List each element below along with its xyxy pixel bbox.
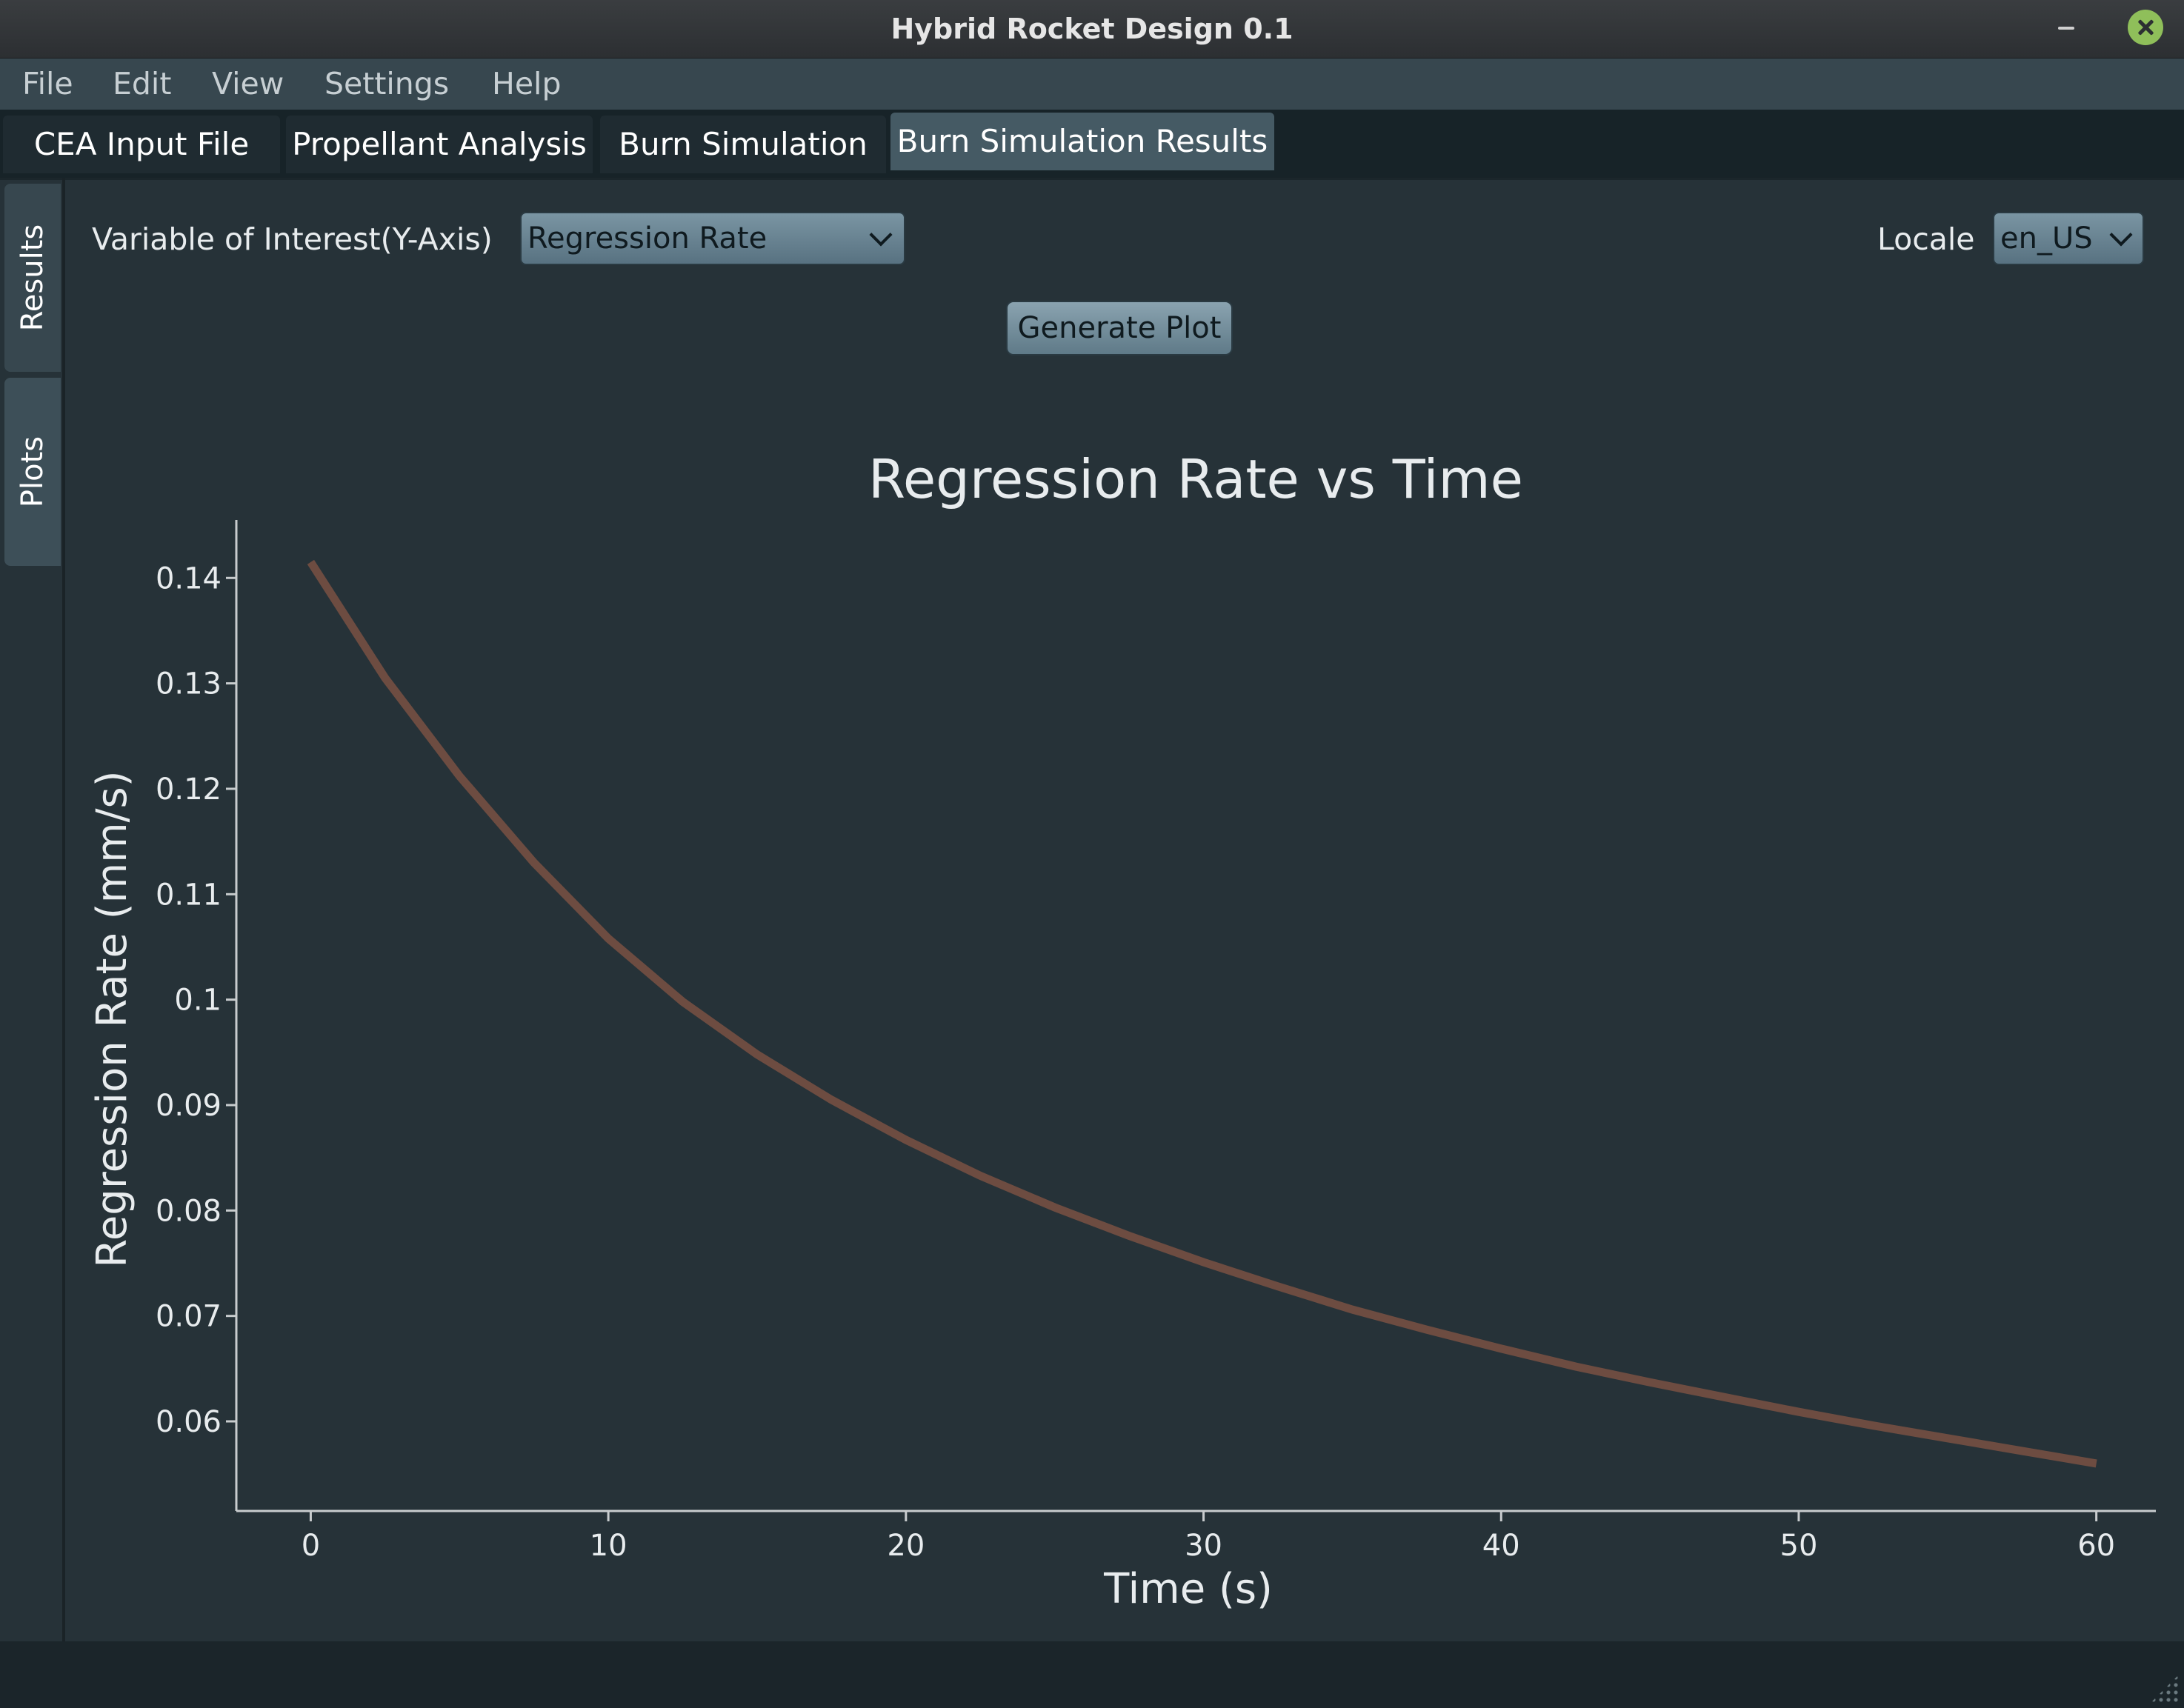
y-tick-label: 0.11 <box>156 878 222 912</box>
y-tick-label: 0.13 <box>156 667 222 701</box>
generate-plot-button[interactable]: Generate Plot <box>1006 301 1233 356</box>
window-title: Hybrid Rocket Design 0.1 <box>890 13 1294 45</box>
variable-of-interest-label: Variable of Interest(Y-Axis) <box>92 221 493 257</box>
x-tick-label: 10 <box>590 1529 627 1563</box>
x-tick-label: 60 <box>2077 1529 2115 1563</box>
regression-rate-series-line <box>307 559 2097 1468</box>
y-axis-ticks: 0.06 0.07 0.08 0.09 0.1 0.11 0.12 0.13 0.14 <box>156 561 236 1439</box>
y-tick-label: 0.14 <box>156 561 222 596</box>
menu-bar: File Edit View Settings Help <box>0 59 2184 110</box>
x-tick-label: 30 <box>1185 1529 1222 1563</box>
regression-rate-chart: Regression Rate vs Time 0 10 20 30 40 50 60 0.… <box>88 448 2156 1613</box>
tab-burn-simulation[interactable]: Burn Simulation <box>600 116 886 173</box>
side-tab-divider <box>62 178 65 1641</box>
y-tick-label: 0.06 <box>156 1405 222 1439</box>
results-panel <box>0 178 2184 1644</box>
close-icon[interactable] <box>2128 10 2163 45</box>
x-tick-label: 20 <box>887 1529 925 1563</box>
side-tab-results[interactable]: Results <box>4 184 61 372</box>
tab-bar: CEA Input File Propellant Analysis Burn … <box>0 110 2184 178</box>
x-axis-ticks: 0 10 20 30 40 50 60 <box>302 1511 2115 1563</box>
resize-grip-icon[interactable] <box>2150 1674 2180 1704</box>
x-tick-label: 50 <box>1780 1529 1818 1563</box>
minimize-icon[interactable] <box>2051 13 2083 43</box>
y-tick-label: 0.1 <box>174 984 222 1018</box>
locale-select[interactable]: en_US <box>1993 212 2144 265</box>
y-tick-label: 0.07 <box>156 1300 222 1334</box>
x-axis-label: Time (s) <box>1103 1565 1273 1613</box>
x-tick-label: 0 <box>302 1529 320 1563</box>
menu-settings[interactable]: Settings <box>324 66 450 101</box>
menu-file[interactable]: File <box>22 66 73 101</box>
status-bar <box>0 1641 2184 1708</box>
tab-propellant-analysis[interactable]: Propellant Analysis <box>286 116 593 173</box>
x-tick-label: 40 <box>1482 1529 1520 1563</box>
menu-view[interactable]: View <box>212 66 284 101</box>
locale-label: Locale <box>1877 221 1975 257</box>
title-bar: Hybrid Rocket Design 0.1 <box>0 0 2184 59</box>
tab-burn-simulation-results[interactable]: Burn Simulation Results <box>890 113 1274 170</box>
locale-select-value: en_US <box>2000 221 2093 256</box>
menu-help[interactable]: Help <box>492 66 562 101</box>
side-tab-plots[interactable]: Plots <box>4 378 61 566</box>
y-axis-label: Regression Rate (mm/s) <box>88 770 136 1267</box>
y-tick-label: 0.12 <box>156 773 222 807</box>
y-tick-label: 0.09 <box>156 1089 222 1123</box>
variable-select-value: Regression Rate <box>527 221 768 256</box>
y-tick-label: 0.08 <box>156 1194 222 1228</box>
menu-edit[interactable]: Edit <box>113 66 172 101</box>
variable-of-interest-select[interactable]: Regression Rate <box>520 212 905 265</box>
tab-cea-input-file[interactable]: CEA Input File <box>3 116 280 173</box>
chart-title: Regression Rate vs Time <box>868 448 1523 510</box>
